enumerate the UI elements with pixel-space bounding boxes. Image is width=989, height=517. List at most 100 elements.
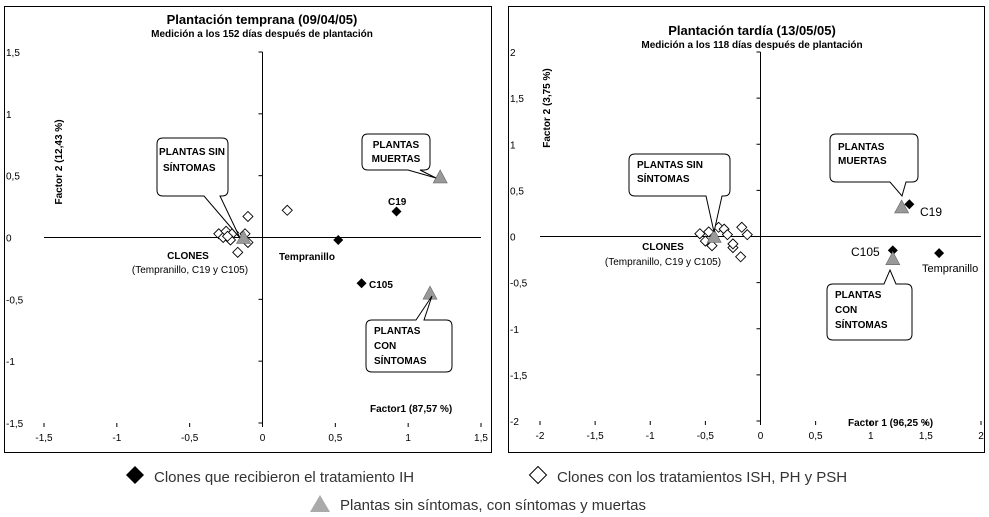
chart-left-xlabel: Factor1 (87,57 %)	[370, 404, 452, 415]
data-point-ih	[934, 248, 945, 259]
chart-right-x-tick-label: 0,5	[809, 431, 823, 442]
chart-right-clones-sublabel: (Tempranillo, C19 y C105)	[605, 257, 721, 268]
chart-right-x-tick-label: 2	[978, 431, 984, 442]
data-point-plantas	[706, 228, 722, 243]
chart-left-x-tick-label: -0,5	[181, 433, 199, 444]
legend-item-ish: Clones con los tratamientos ISH, PH y PS…	[528, 465, 847, 489]
callout-left-muertas-line2: MUERTAS	[372, 154, 421, 165]
data-point-ih	[904, 199, 915, 210]
chart-left-y-tick-label: 0	[6, 234, 12, 245]
data-point-ish	[736, 221, 748, 233]
chart-right-y-tick-label: -1	[510, 325, 519, 336]
chart-left-y-tick-label: -1,5	[6, 419, 24, 430]
chart-left-x-tick-label: 1	[405, 433, 411, 444]
chart-left-x-tick-label: -1	[112, 433, 121, 444]
chart-right-y-tick-label: -0,5	[510, 279, 528, 290]
chart-right-subtitle: Medición a los 118 días después de plant…	[641, 40, 862, 51]
data-point-ih	[887, 245, 898, 256]
chart-right-label-c105: C105	[851, 245, 880, 259]
chart-right-label-c19: C19	[920, 205, 942, 219]
callout-right-sin-sintomas	[628, 153, 731, 233]
chart-right-y-tick-label: -1,5	[510, 371, 528, 382]
callout-right-sin-sintomas-line2: SÍNTOMAS	[637, 172, 690, 185]
chart-left-clones-sublabel: (Tempranillo, C19 y C105)	[132, 265, 248, 276]
callout-left-con-sintomas-line1: PLANTAS	[374, 326, 421, 337]
data-point-ish	[727, 238, 739, 250]
chart-left-y-tick-label: -0,5	[6, 295, 24, 306]
legend: Clones que recibieron el tratamiento IH …	[0, 458, 989, 517]
chart-left-y-tick-label: 1,5	[6, 48, 20, 59]
chart-left-label-c19: C19	[388, 197, 407, 208]
callout-left-muertas	[361, 133, 437, 179]
chart-left-x-tick-label: 0	[260, 433, 266, 444]
chart-left: Plantación temprana (09/04/05) Medición …	[6, 12, 488, 444]
callout-right-muertas	[829, 133, 919, 198]
data-point-ish	[281, 204, 293, 216]
data-point-ish	[694, 228, 706, 240]
chart-right-y-tick-label: 2	[510, 48, 516, 59]
chart-left-x-tick-label: 0,5	[328, 433, 342, 444]
chart-right-ylabel: Factor 2 (3,75 %)	[542, 68, 553, 147]
chart-right: Plantación tardía (13/05/05) Medición a …	[510, 23, 984, 442]
triangle-icon	[309, 493, 331, 517]
data-point-plantas	[894, 199, 910, 214]
chart-left-y-tick-label: 1	[6, 110, 12, 121]
legend-label-ih: Clones que recibieron el tratamiento IH	[154, 468, 415, 486]
chart-right-y-tick-label: 1,5	[510, 94, 524, 105]
chart-right-title: Plantación tardía (13/05/05)	[668, 23, 836, 38]
data-point-ish	[741, 229, 753, 241]
callout-left-sin-sintomas	[156, 137, 241, 239]
callout-right-sin-sintomas-line1: PLANTAS SIN	[637, 160, 703, 171]
chart-right-x-tick-label: -2	[536, 431, 545, 442]
callout-left-con-sintomas-line3: SÍNTOMAS	[374, 354, 427, 367]
open-diamond-icon	[528, 465, 548, 489]
data-point-ish	[721, 229, 734, 241]
chart-right-y-tick-label: -2	[510, 417, 519, 428]
data-point-ish	[735, 251, 747, 263]
data-point-plantas	[885, 251, 901, 265]
chart-left-label-c105: C105	[369, 280, 393, 291]
chart-right-x-tick-label: -1	[646, 431, 655, 442]
chart-area: Plantación temprana (09/04/05) Medición …	[4, 6, 985, 453]
data-point-plantas	[422, 285, 438, 300]
data-point-ih	[333, 234, 344, 245]
chart-right-x-tick-label: 1,5	[919, 431, 933, 442]
chart-left-label-tempranillo: Tempranillo	[279, 252, 335, 263]
data-point-ish	[221, 230, 234, 242]
data-point-plantas	[432, 169, 448, 184]
legend-item-plantas: Plantas sin síntomas, con síntomas y mue…	[309, 493, 646, 517]
callout-right-con-sintomas-line1: PLANTAS	[835, 290, 882, 301]
data-point-ish	[232, 246, 244, 258]
legend-label-plantas: Plantas sin síntomas, con síntomas y mue…	[340, 496, 646, 514]
legend-label-ish: Clones con los tratamientos ISH, PH y PS…	[557, 468, 848, 486]
callout-left-con-sintomas-line2: CON	[374, 341, 396, 352]
chart-right-x-tick-label: 1	[868, 431, 874, 442]
callout-right-con-sintomas-line2: CON	[835, 305, 857, 316]
panel-left-frame	[4, 6, 492, 453]
chart-left-clones-label: CLONES	[167, 251, 209, 262]
chart-right-y-tick-label: 0,5	[510, 186, 524, 197]
chart-right-label-tempranillo: Tempranillo	[922, 263, 978, 275]
callout-right-con-sintomas	[826, 268, 913, 341]
legend-item-ih: Clones que recibieron el tratamiento IH	[125, 465, 414, 489]
chart-right-y-tick-label: 1	[510, 140, 516, 151]
chart-left-title: Plantación temprana (09/04/05)	[167, 12, 358, 27]
panel-right-frame	[508, 6, 985, 453]
chart-right-y-tick-label: 0	[510, 233, 516, 244]
callout-left-con-sintomas	[365, 295, 453, 373]
chart-right-clones-label: CLONES	[642, 242, 684, 253]
chart-right-x-tick-label: 0	[758, 431, 764, 442]
chart-left-x-tick-label: 1,5	[474, 433, 488, 444]
chart-left-x-tick-label: -1,5	[35, 433, 53, 444]
chart-right-xlabel: Factor 1 (96,25 %)	[848, 418, 933, 429]
callout-left-sin-sintomas-line2: SÍNTOMAS	[163, 161, 216, 174]
chart-left-y-tick-label: 0,5	[6, 172, 20, 183]
callout-right-muertas-line2: MUERTAS	[838, 156, 887, 167]
data-point-ish	[706, 240, 718, 252]
callout-right-muertas-line1: PLANTAS	[838, 142, 885, 153]
data-point-ih	[391, 206, 402, 217]
filled-diamond-icon	[125, 465, 145, 489]
data-point-ish	[242, 210, 254, 223]
callout-left-sin-sintomas-line1: PLANTAS SIN	[159, 147, 225, 158]
chart-right-x-tick-label: -0,5	[697, 431, 715, 442]
